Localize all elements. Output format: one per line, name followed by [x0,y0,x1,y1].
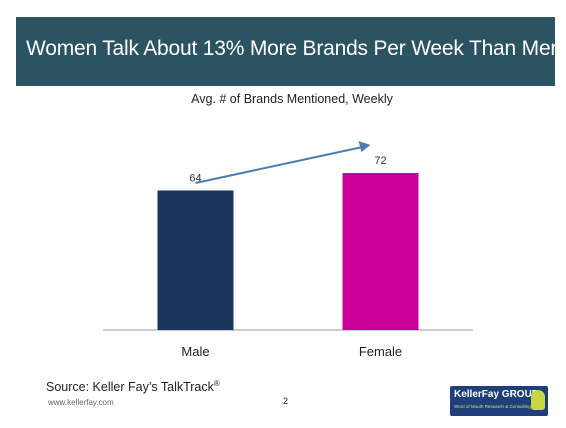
kellerfay-logo: KellerFay GROUP Word of Mouth Research &… [450,386,548,416]
logo-tagline: Word of Mouth Research & Consulting [454,404,531,409]
registered-mark: ® [213,379,220,388]
slide-title: Women Talk About 13% More Brands Per Wee… [26,37,562,60]
logo-text: KellerFay GROUP [454,389,539,400]
trend-arrow-line [195,146,363,184]
website-url: www.kellerfay.com [48,398,114,407]
data-label-female: 72 [374,155,386,167]
source-text: Source: Keller Fay’s TalkTrack [46,380,214,395]
bar-male [157,190,234,330]
x-tick-female: Female [359,344,402,359]
x-tick-male: Male [181,344,209,359]
title-banner: Women Talk About 13% More Brands Per Wee… [16,17,562,86]
trend-arrow-head [358,141,371,152]
chart-title: Avg. # of Brands Mentioned, Weekly [191,92,393,106]
bar-female [342,173,419,330]
logo-icon [531,390,545,410]
source-note: Source: Keller Fay’s TalkTrack® [46,379,220,394]
page-number: 2 [283,396,289,406]
